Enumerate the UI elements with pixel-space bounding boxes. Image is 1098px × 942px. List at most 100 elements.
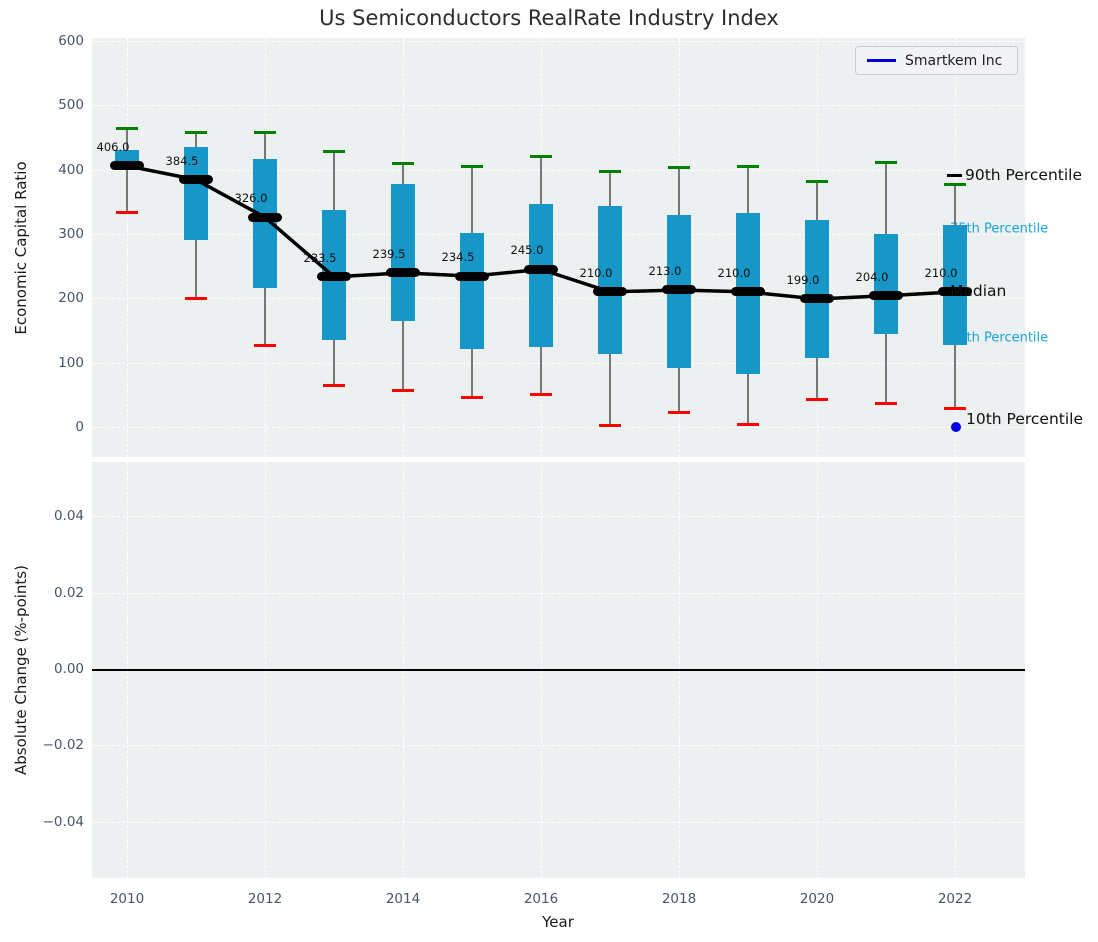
- iqr-box: [184, 146, 208, 240]
- x-tick-label: 2016: [523, 891, 559, 907]
- p10-cap: [668, 411, 690, 415]
- median-marker: [455, 271, 489, 281]
- gridline-horizontal: [92, 821, 1025, 823]
- y-tick-label: 400: [58, 161, 84, 178]
- x-tick-label: 2010: [109, 891, 145, 907]
- median-marker: [869, 291, 903, 301]
- iqr-box: [598, 206, 622, 354]
- median-marker: [800, 294, 834, 304]
- x-tick-label: 2018: [661, 891, 697, 907]
- median-marker: [248, 212, 282, 222]
- iqr-box: [529, 203, 553, 348]
- p90-cap: [875, 161, 897, 165]
- y-tick-label: 200: [58, 290, 84, 307]
- gridline-horizontal: [92, 41, 1025, 43]
- gridline-horizontal: [92, 362, 1025, 364]
- annotation-10th-percentile: 10th Percentile: [966, 410, 1084, 428]
- median-value-label: 234.5: [441, 250, 475, 265]
- p10-cap: [530, 392, 552, 396]
- p10-cap: [461, 395, 483, 399]
- median-value-label: 239.5: [372, 246, 406, 261]
- gridline-horizontal: [92, 298, 1025, 300]
- median-marker: [593, 287, 627, 297]
- p10-cap: [737, 422, 759, 426]
- median-value-label: 213.0: [648, 263, 682, 278]
- p90-cap: [737, 164, 759, 168]
- p90-cap: [461, 164, 483, 168]
- p90-cap: [254, 130, 276, 134]
- median-marker: [179, 175, 213, 185]
- y-tick-label: 0.04: [53, 508, 84, 525]
- whisker-line: [126, 128, 128, 213]
- p90-cap: [392, 162, 414, 166]
- iqr-box: [460, 232, 484, 349]
- chart-title: Us Semiconductors RealRate Industry Inde…: [319, 6, 779, 30]
- iqr-box: [874, 234, 898, 334]
- legend-label: Smartkem Inc: [905, 52, 1003, 69]
- y-tick-label: 0: [75, 419, 84, 435]
- gridline-vertical: [127, 38, 128, 457]
- legend: Smartkem Inc: [855, 46, 1018, 75]
- x-tick-label: 2022: [937, 891, 973, 907]
- y-tick-label: 600: [58, 33, 84, 50]
- x-tick-label: 2014: [385, 891, 421, 907]
- p90-cap: [668, 166, 690, 170]
- gridline-horizontal: [92, 427, 1025, 428]
- median-value-label: 233.5: [303, 250, 337, 265]
- median-marker: [662, 285, 696, 295]
- zero-reference-line: [92, 669, 1025, 671]
- p10-cap: [323, 384, 345, 388]
- iqr-box: [391, 184, 415, 321]
- annotation-90th-percentile: 90th Percentile: [965, 166, 1083, 184]
- gridline-horizontal: [92, 169, 1025, 171]
- gridline-horizontal: [92, 105, 1025, 107]
- annotation-median: Median: [950, 282, 1007, 300]
- median-marker: [110, 161, 144, 171]
- median-marker: [731, 287, 765, 297]
- median-value-label: 326.0: [234, 191, 268, 206]
- y-tick-label: −0.04: [42, 813, 84, 830]
- y-tick-label: 500: [58, 97, 84, 114]
- y-tick-label: 100: [58, 354, 84, 371]
- median-value-label: 210.0: [924, 265, 958, 280]
- x-tick-label: 2012: [247, 891, 283, 907]
- median-marker: [317, 272, 351, 282]
- p10-cap: [254, 344, 276, 348]
- gridline-horizontal: [92, 592, 1025, 594]
- x-tick-label: 2020: [799, 891, 835, 907]
- annotation-90th-dash: [947, 174, 962, 177]
- p90-cap: [185, 130, 207, 134]
- median-value-label: 210.0: [579, 265, 613, 280]
- p90-cap: [530, 154, 552, 158]
- top-y-axis-label: Economic Capital Ratio: [12, 161, 30, 335]
- median-marker: [386, 268, 420, 278]
- p10-cap: [875, 402, 897, 406]
- gridline-horizontal: [92, 745, 1025, 747]
- iqr-box: [943, 225, 967, 346]
- iqr-box: [805, 219, 829, 358]
- p90-cap: [323, 149, 345, 153]
- median-value-label: 210.0: [717, 265, 751, 280]
- y-tick-label: −0.02: [42, 737, 84, 754]
- smartkem-data-point: [951, 422, 961, 432]
- p10-cap: [392, 388, 414, 392]
- median-value-label: 199.0: [786, 272, 820, 287]
- y-tick-label: 0.00: [53, 661, 84, 677]
- p10-cap: [806, 397, 828, 401]
- p90-cap: [116, 127, 138, 130]
- y-tick-label: 300: [58, 226, 84, 242]
- gridline-horizontal: [92, 234, 1025, 235]
- median-value-label: 406.0: [96, 139, 130, 154]
- median-marker: [938, 287, 972, 297]
- p10-cap: [599, 423, 621, 427]
- median-line: [126, 164, 956, 301]
- annotation-25th-percentile: 25th Percentile: [950, 330, 1049, 346]
- x-axis-label: Year: [542, 913, 574, 931]
- legend-line-swatch: [867, 59, 896, 62]
- bottom-plot-panel: [92, 462, 1025, 878]
- p90-cap: [806, 180, 828, 184]
- p10-cap: [185, 296, 207, 300]
- median-value-label: 204.0: [855, 269, 889, 284]
- median-value-label: 384.5: [165, 153, 199, 168]
- top-plot-panel: 75th Percentile 25th Percentile 90th Per…: [92, 38, 1083, 457]
